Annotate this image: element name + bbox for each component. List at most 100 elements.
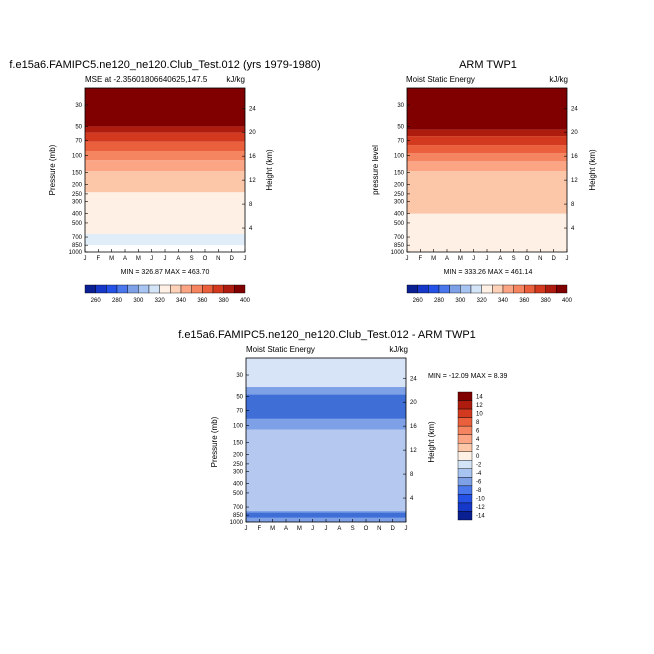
panel-model-title: f.e15a6.FAMIPC5.ne120_ne120.Club_Test.01…: [9, 59, 320, 71]
y-tick-right-label: 12: [410, 448, 417, 454]
y-tick-right-label: 8: [249, 202, 253, 208]
colorbar-box: [180, 284, 192, 294]
colorbar-label: 300: [455, 298, 466, 304]
colorbar-label: -8: [476, 488, 482, 494]
panel-diff-stats: MIN = -12.09 MAX = 8.39: [428, 373, 507, 380]
y-tick-label: 50: [75, 124, 82, 130]
y-tick-right-label: 4: [571, 226, 575, 232]
contour-band-1: [85, 192, 245, 234]
x-tick-label: J: [486, 256, 489, 262]
y-tick-label: 700: [233, 505, 244, 511]
colorbar-box: [545, 284, 557, 294]
colorbar-box: [148, 284, 160, 294]
y-tick-label: 500: [72, 221, 83, 227]
y-tick-label: 400: [233, 482, 244, 488]
y-tick-label: 1000: [230, 520, 244, 526]
x-tick-label: M: [136, 256, 141, 262]
x-tick-label: N: [216, 256, 220, 262]
y-tick-label: 200: [394, 183, 405, 189]
contour-band-3: [85, 160, 245, 172]
colorbar-label: 360: [519, 298, 530, 304]
x-tick-label: J: [566, 256, 569, 262]
colorbar-label: 4: [476, 437, 480, 443]
x-tick-label: A: [337, 526, 341, 532]
x-tick-label: A: [284, 526, 288, 532]
x-tick-label: J: [406, 256, 409, 262]
x-tick-label: O: [364, 526, 369, 532]
y-tick-label: 300: [394, 200, 405, 206]
contour-band-5: [85, 141, 245, 152]
panel-obs: ARM TWP1 Moist Static Energy kJ/kg J F M A M…: [371, 59, 597, 276]
x-tick-label: J: [472, 256, 475, 262]
contour-band-1: [407, 171, 567, 214]
y-tick-right-label: 16: [249, 154, 256, 160]
colorbar-label: 360: [197, 298, 208, 304]
colorbar-label: 260: [91, 298, 102, 304]
y-tick-label: 300: [233, 470, 244, 476]
colorbar-box: [457, 485, 473, 495]
colorbar-label: -4: [476, 471, 482, 477]
colorbar-label: 280: [112, 298, 123, 304]
colorbar-box: [457, 460, 473, 469]
colorbar-box: [524, 284, 536, 294]
x-tick-label: S: [190, 256, 194, 262]
colorbar-label: 280: [434, 298, 445, 304]
x-tick-label: J: [164, 256, 167, 262]
contour-band-7: [85, 126, 245, 133]
y-tick-label: 150: [394, 170, 405, 176]
panel-diff-plot: J F M A M J J A S O N D J 30 50 70 100 150 200 250 300 400 500…: [230, 357, 417, 532]
colorbar-box: [428, 284, 440, 294]
contour-band-8: [85, 88, 245, 127]
y-tick-right-label: 20: [410, 400, 417, 406]
colorbar-box: [492, 284, 504, 294]
colorbar-box: [438, 284, 450, 294]
x-tick-label: J: [245, 526, 248, 532]
x-tick-label: M: [458, 256, 463, 262]
colorbar-box: [212, 284, 224, 294]
x-tick-label: M: [297, 526, 302, 532]
colorbar-label: 0: [476, 454, 480, 460]
panel-obs-ylabel-right: Height (km): [588, 149, 597, 191]
contour-band-2: [85, 171, 245, 193]
colorbar-box: [106, 284, 118, 294]
colorbar-label: 380: [541, 298, 552, 304]
x-tick-label: F: [257, 526, 261, 532]
colorbar-box: [457, 425, 473, 435]
x-tick-label: S: [512, 256, 516, 262]
panel-diff-left-label: Moist Static Energy: [246, 345, 315, 354]
panel-model-plot: J F M A M J J A S O N D J 30 50 70 100 150 200 250 300 400 500…: [69, 87, 256, 262]
y-tick-right-label: 4: [410, 496, 414, 502]
colorbar-label: -10: [476, 497, 485, 503]
colorbar-box: [449, 284, 461, 294]
colorbar-vertical: 14 12 10 8 6 4 2 0 -2 -4 -6 -8 -10 -12 -14: [457, 391, 485, 521]
y-tick-right-label: 20: [571, 130, 578, 136]
colorbar-box: [457, 417, 473, 427]
contour-band-5: [407, 136, 567, 146]
panel-obs-right-label: kJ/kg: [549, 75, 568, 84]
x-tick-label: A: [176, 256, 180, 262]
y-tick-right-label: 24: [410, 376, 417, 382]
colorbar-box: [417, 284, 429, 294]
colorbar-label: 12: [476, 403, 483, 409]
colorbar-label: 400: [240, 298, 251, 304]
colorbar-box: [457, 434, 473, 444]
y-tick-right-label: 24: [249, 106, 256, 112]
colorbar-label: 400: [562, 298, 573, 304]
colorbar-box: [223, 284, 235, 294]
panel-obs-title: ARM TWP1: [459, 59, 517, 71]
x-tick-label: J: [325, 526, 328, 532]
y-tick-label: 200: [233, 453, 244, 459]
contour-band-7: [407, 88, 567, 130]
x-tick-label: F: [96, 256, 100, 262]
colorbar-box: [457, 443, 473, 452]
colorbar-box: [457, 511, 473, 521]
y-tick-label: 850: [72, 243, 83, 249]
x-tick-label: A: [445, 256, 449, 262]
y-tick-right-label: 8: [571, 202, 575, 208]
y-tick-label: 300: [72, 200, 83, 206]
panel-model-ylabel-right: Height (km): [265, 149, 274, 191]
panel-model-left-label: MSE at -2.35601806640625,147.5: [85, 75, 208, 84]
contour-band-6: [85, 132, 245, 142]
colorbar-box: [191, 284, 203, 294]
